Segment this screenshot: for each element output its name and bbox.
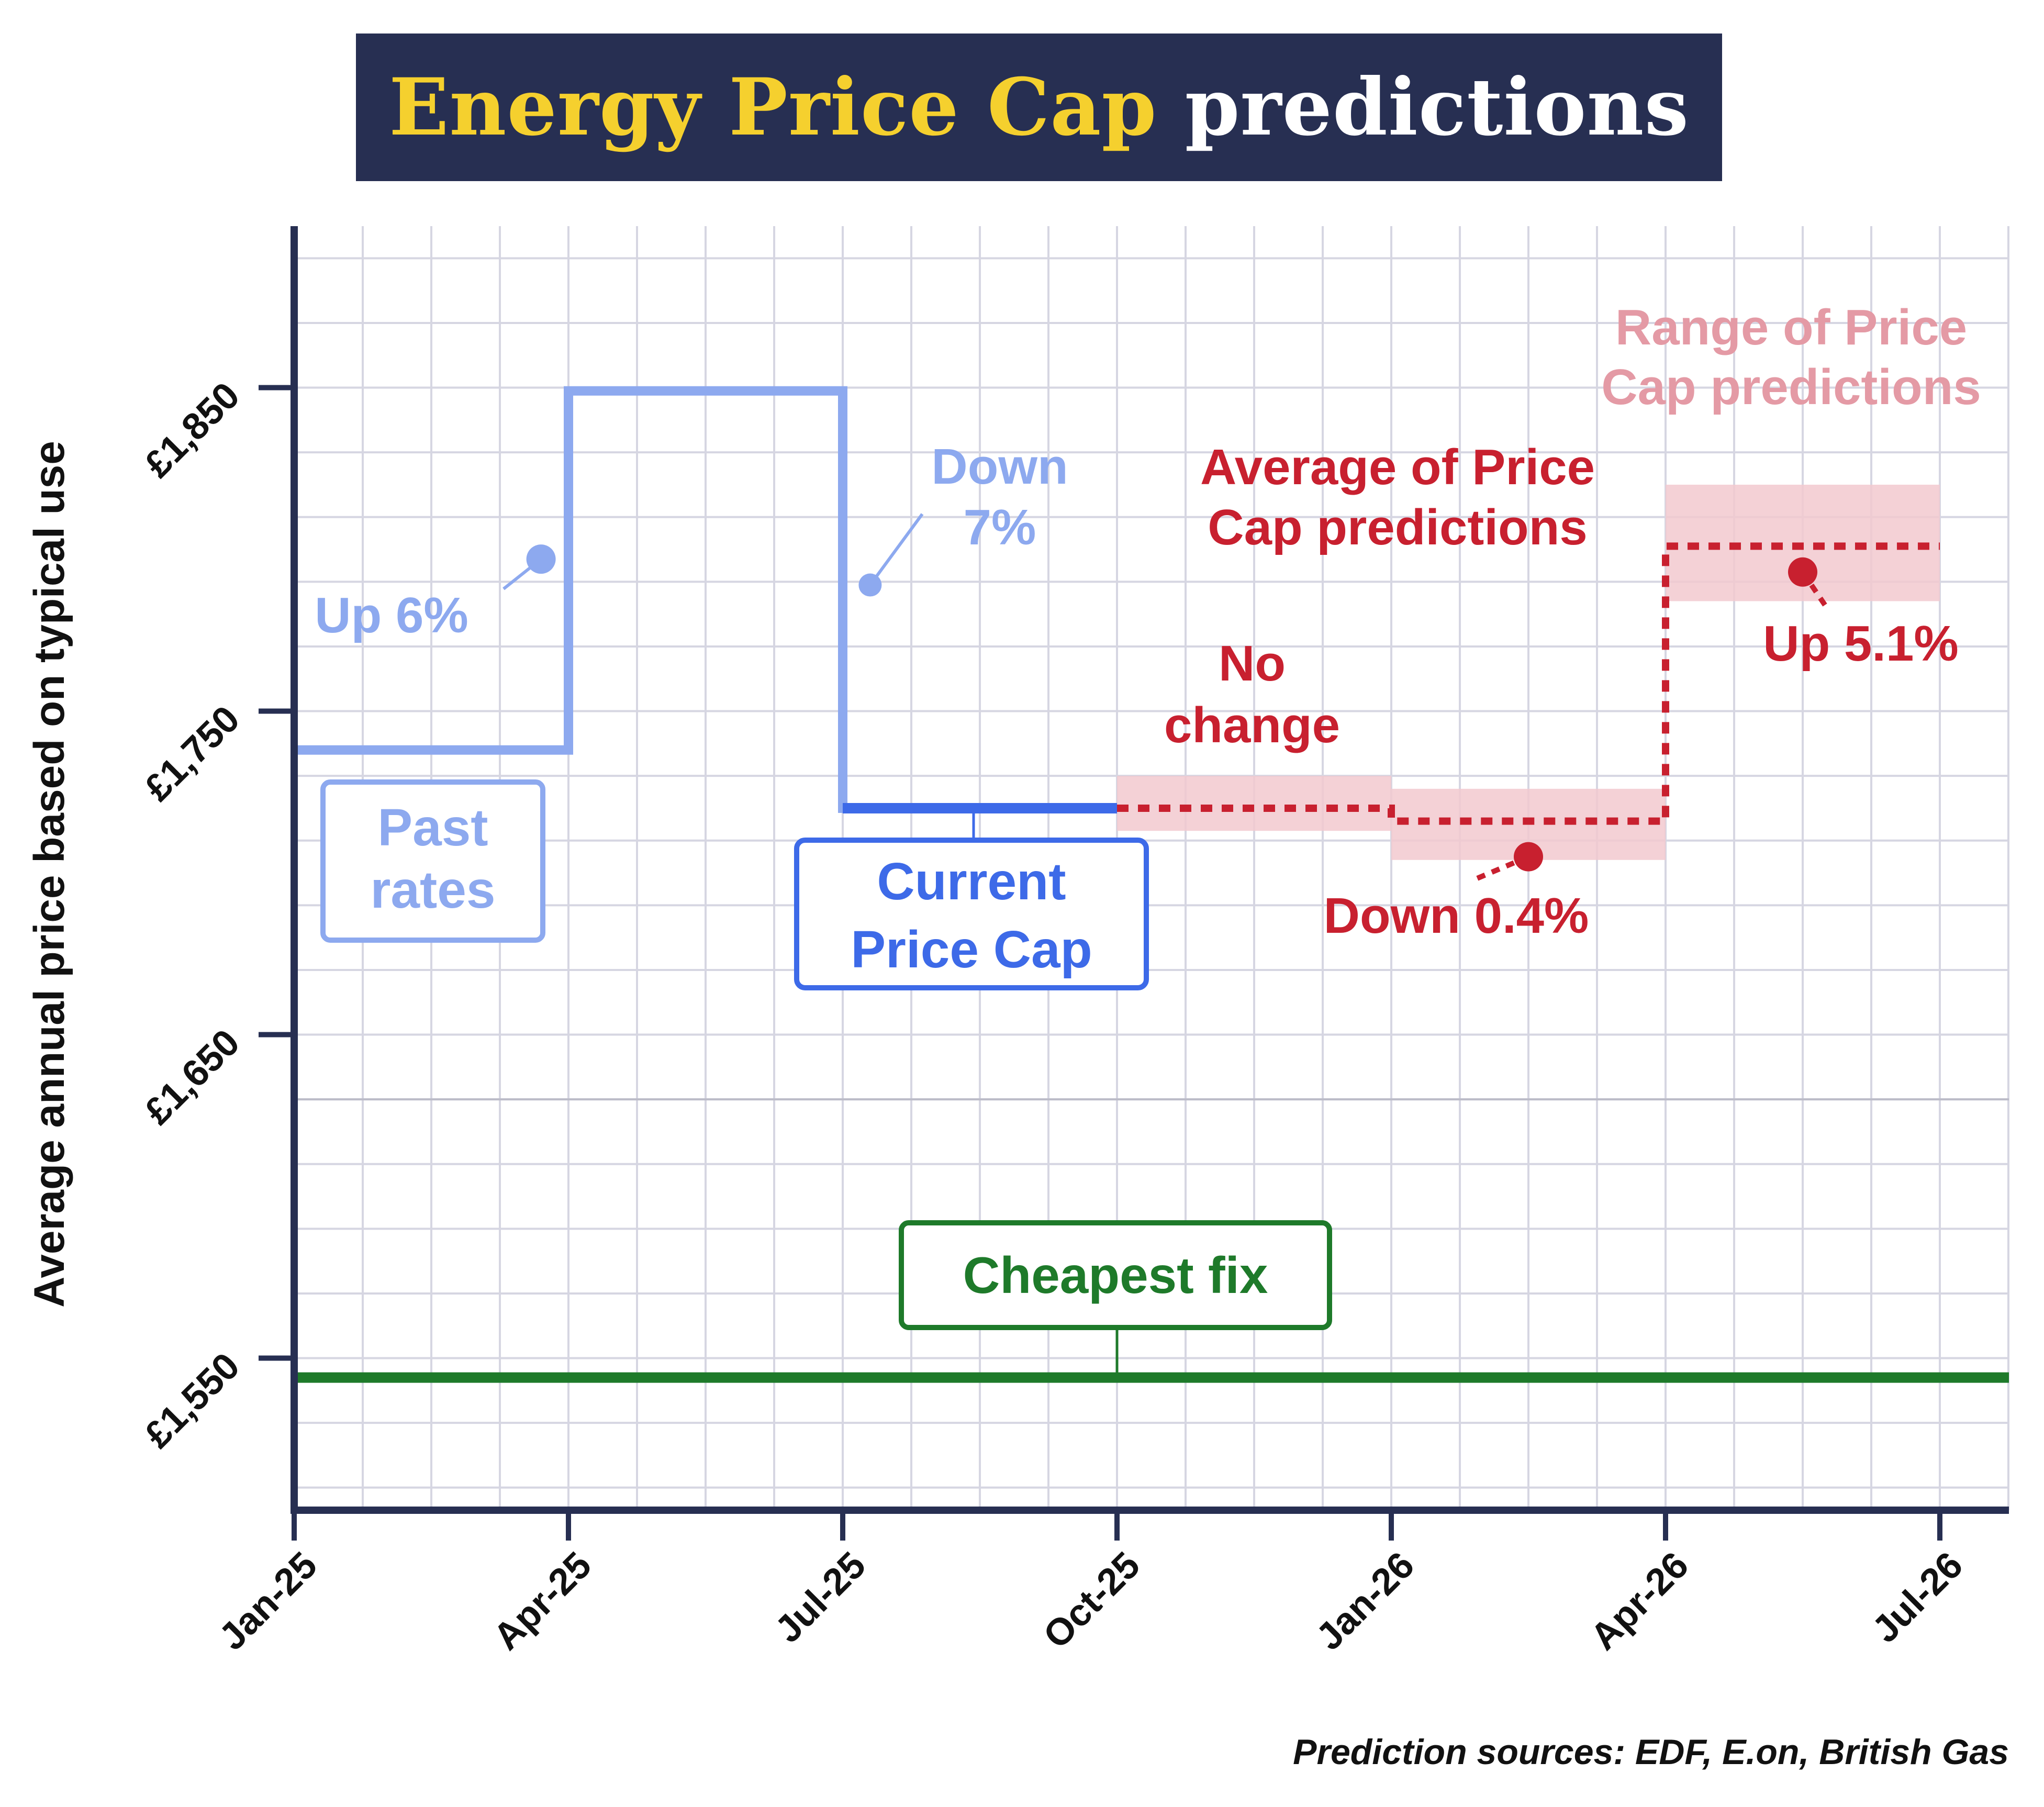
source-note: Prediction sources: EDF, E.on, British G… — [1293, 1732, 2009, 1772]
up-51-label: Up 5.1% — [1763, 616, 1958, 672]
up-51-marker — [1788, 557, 1817, 587]
no-change-label-line2: change — [1164, 697, 1340, 753]
current-price-cap-series — [794, 802, 1149, 990]
past-rates-label-line2: rates — [370, 861, 495, 919]
no-change-label-line1: No — [1219, 635, 1286, 691]
down-7-label-line2: 7% — [964, 499, 1036, 555]
cheapest-fix-label: Cheapest fix — [963, 1246, 1268, 1304]
x-tick-label: Apr-25 — [485, 1544, 599, 1658]
x-tick-label: Jul-25 — [767, 1544, 874, 1651]
average-prediction-series — [1117, 542, 1940, 881]
y-tick-label: £1,850 — [137, 374, 248, 485]
chart-title: Energy Price Cap predictions — [389, 61, 1689, 153]
down-04-label: Down 0.4% — [1324, 888, 1589, 944]
range-label-line2: Cap predictions — [1601, 359, 1981, 415]
down-7-leader — [868, 513, 924, 586]
down-7-label-line1: Down — [931, 439, 1068, 495]
average-prediction-line — [1117, 542, 1940, 825]
cheapest-fix-label-box — [899, 1220, 1332, 1330]
chart-title-highlight: Energy Price Cap — [389, 61, 1157, 153]
current-cap-label-line1: Current — [877, 852, 1066, 911]
chart-title-banner: Energy Price Cap predictions — [356, 34, 1722, 181]
down-7-marker — [858, 573, 882, 597]
up-6-marker — [526, 544, 556, 574]
past-rates-label-box — [320, 779, 545, 943]
past-rates-label-line1: Past — [377, 798, 488, 857]
y-tick-label: £1,750 — [137, 698, 248, 809]
x-tick-label: Jul-26 — [1864, 1544, 1971, 1651]
current-cap-label-box — [794, 838, 1149, 990]
down-04-marker — [1514, 842, 1543, 872]
x-tick-label: Apr-26 — [1582, 1544, 1696, 1658]
x-tick-label: Jan-25 — [211, 1544, 325, 1658]
cheapest-fix-series — [294, 1220, 2009, 1383]
prediction-range-band — [1117, 776, 1391, 831]
average-label-line1: Average of Price — [1200, 439, 1595, 495]
average-label-line2: Cap predictions — [1208, 499, 1587, 555]
y-tick-label: £1,650 — [137, 1021, 248, 1132]
current-cap-label-line2: Price Cap — [851, 920, 1092, 979]
x-tick-label: Jan-26 — [1308, 1544, 1422, 1658]
range-label-line1: Range of Price — [1615, 299, 1967, 355]
chart-title-rest: predictions — [1157, 61, 1689, 153]
y-axis-label: Average annual price based on typical us… — [26, 441, 73, 1308]
up-6-label: Up 6% — [315, 587, 468, 643]
x-tick-label: Oct-25 — [1035, 1544, 1148, 1657]
y-tick-label: £1,550 — [137, 1345, 248, 1456]
